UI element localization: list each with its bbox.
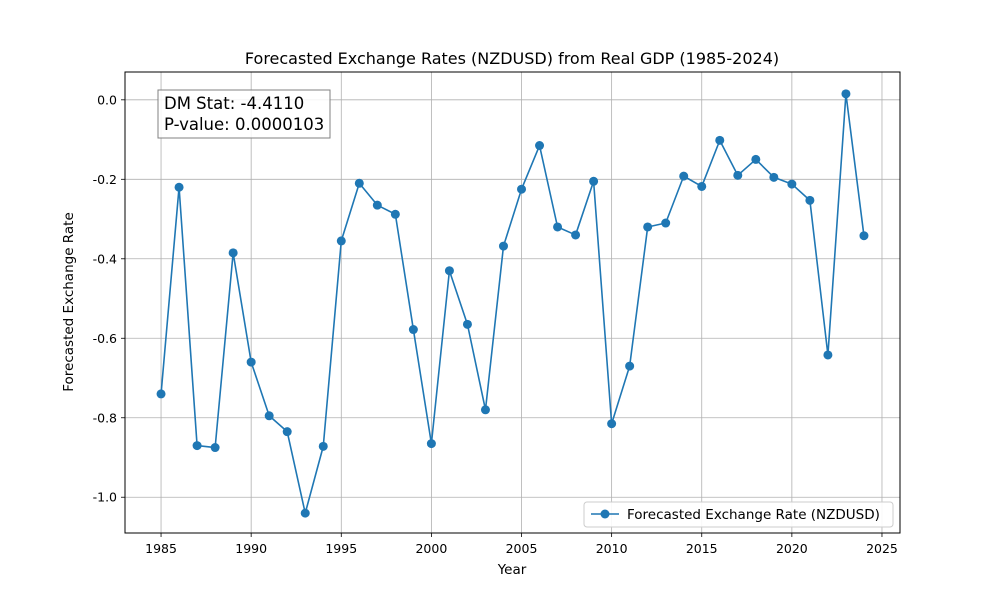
y-tick-label: 0.0: [97, 92, 117, 107]
legend-series-marker: [600, 509, 610, 519]
y-tick-label: -0.4: [93, 251, 117, 266]
data-point: [354, 178, 364, 188]
data-point: [390, 209, 400, 219]
data-point: [462, 319, 472, 329]
data-point: [517, 184, 527, 194]
data-point: [805, 195, 815, 205]
data-point: [859, 231, 869, 241]
data-point: [444, 266, 454, 276]
data-point: [679, 171, 689, 181]
data-point: [751, 154, 761, 164]
y-tick-label: -0.8: [93, 410, 117, 425]
x-tick-label: 2015: [686, 541, 718, 556]
data-point: [571, 230, 581, 240]
legend: Forecasted Exchange Rate (NZDUSD): [583, 501, 894, 528]
chart-title: Forecasted Exchange Rates (NZDUSD) from …: [245, 49, 779, 68]
data-point: [174, 182, 184, 192]
x-tick-label: 2000: [415, 541, 447, 556]
data-point: [607, 419, 617, 429]
data-point: [408, 325, 418, 335]
data-point: [228, 248, 238, 258]
data-point: [426, 439, 436, 449]
x-tick-label: 2025: [866, 541, 898, 556]
data-point: [841, 89, 851, 99]
data-point: [625, 361, 635, 371]
legend-series-label: Forecasted Exchange Rate (NZDUSD): [627, 507, 880, 523]
data-point: [498, 241, 508, 251]
data-point: [210, 443, 220, 453]
data-point: [372, 200, 382, 210]
data-point: [300, 508, 310, 518]
data-point: [697, 181, 707, 191]
series-line: [160, 93, 865, 514]
x-tick-label: 2010: [596, 541, 628, 556]
data-point: [246, 357, 256, 367]
data-point: [264, 411, 274, 421]
stat-annotation-box: [157, 89, 331, 139]
data-point: [769, 172, 779, 182]
legend-box: [583, 501, 894, 528]
x-tick-label: 2020: [776, 541, 808, 556]
data-point: [715, 135, 725, 145]
y-tick-label: -1.0: [93, 490, 117, 505]
y-tick-label: -0.2: [93, 172, 117, 187]
data-point: [480, 405, 490, 415]
plot-area-frame: [124, 71, 901, 534]
axis-ticks: 1985 1990 1995 2000 2005 2010 2015 2020 2025 0.0 -…: [93, 92, 898, 556]
data-point: [336, 236, 346, 246]
data-point: [282, 427, 292, 437]
x-tick-label: 1995: [325, 541, 357, 556]
data-point: [643, 222, 653, 232]
data-point: [156, 389, 166, 399]
p-value-text: P-value: 0.0000103: [164, 115, 324, 134]
x-tick-label: 1990: [235, 541, 267, 556]
data-point: [823, 350, 833, 360]
stat-annotation: DM Stat: -4.4110 P-value: 0.0000103: [157, 89, 331, 139]
data-point: [535, 141, 545, 151]
data-point: [589, 176, 599, 186]
data-point: [318, 441, 328, 451]
y-axis-label: Forecasted Exchange Rate: [61, 212, 77, 392]
data-point: [787, 179, 797, 189]
series: [156, 89, 869, 518]
dm-stat-text: DM Stat: -4.4110: [164, 94, 304, 113]
x-tick-label: 1985: [145, 541, 177, 556]
y-tick-label: -0.6: [93, 331, 117, 346]
data-point: [553, 222, 563, 232]
grid: [125, 72, 900, 533]
data-point: [661, 218, 671, 228]
x-axis-label: Year: [497, 562, 527, 578]
x-tick-label: 2005: [506, 541, 538, 556]
data-point: [192, 441, 202, 451]
data-point: [733, 170, 743, 180]
